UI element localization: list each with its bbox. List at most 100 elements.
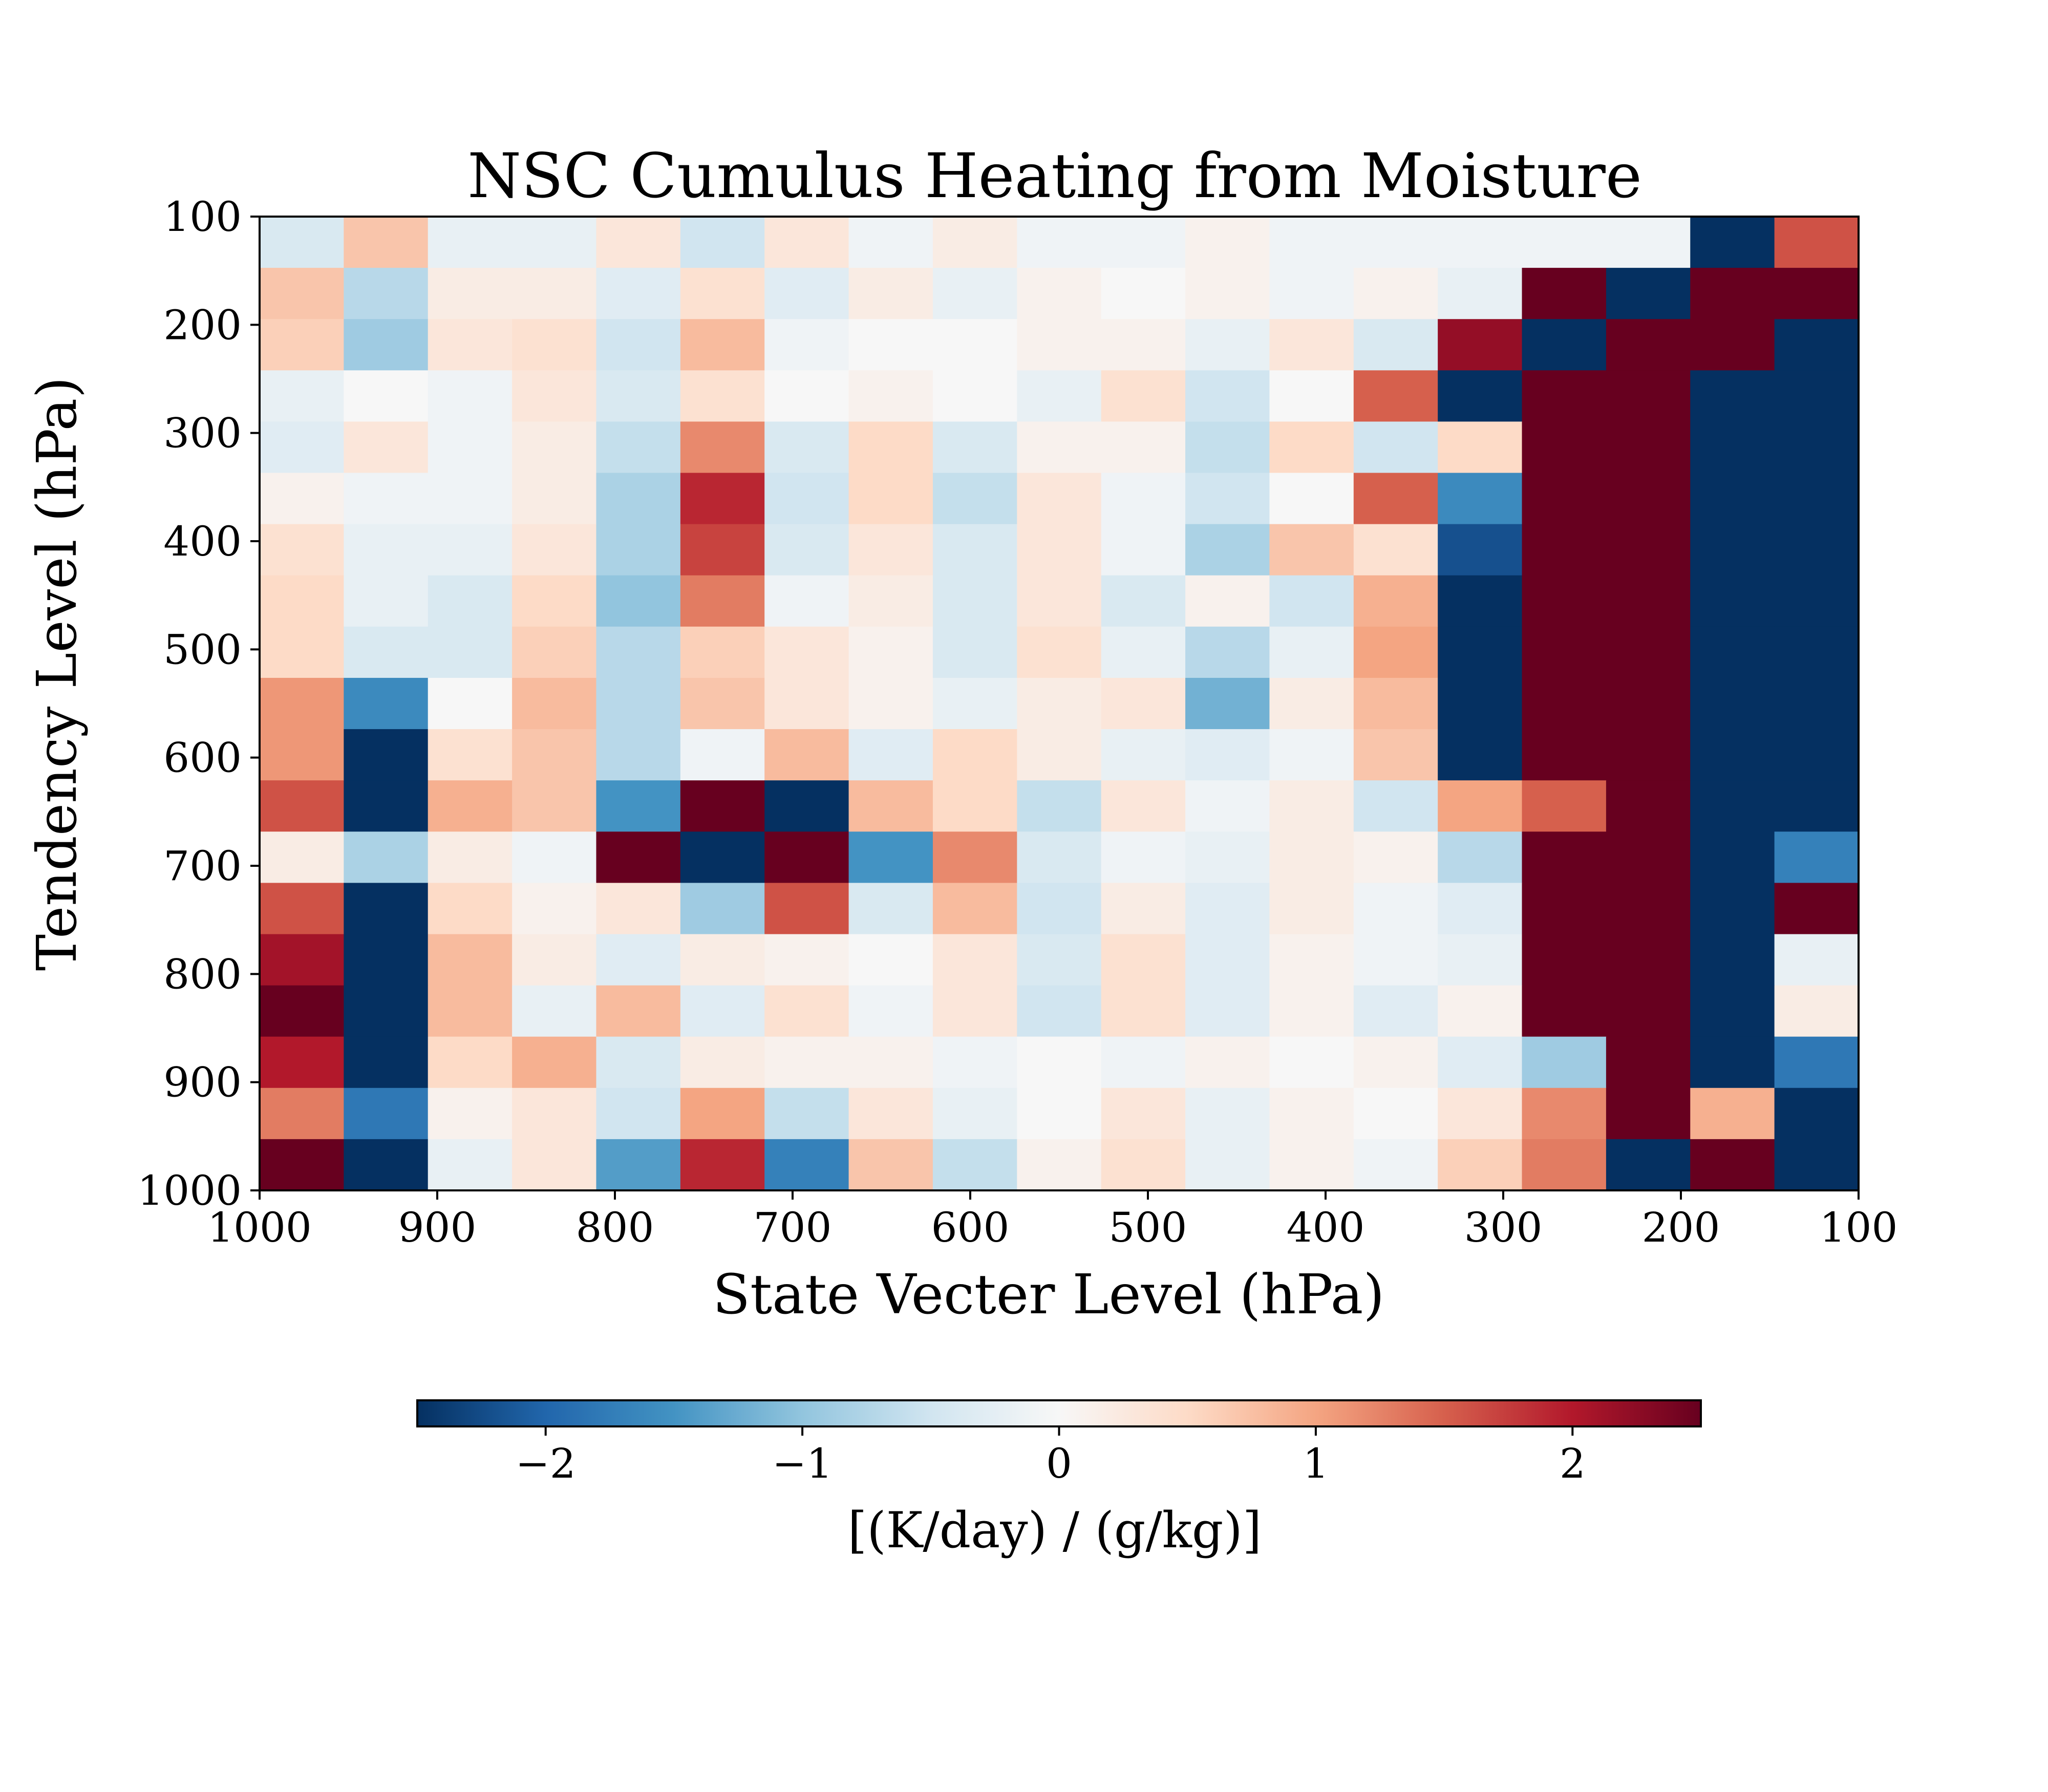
colorbar-tick-label: −1 bbox=[772, 1440, 833, 1487]
heatmap-cell bbox=[1269, 319, 1354, 371]
heatmap-cell bbox=[1774, 934, 1859, 986]
heatmap-cell bbox=[428, 1087, 513, 1140]
heatmap-cell bbox=[1606, 473, 1691, 525]
heatmap-cell bbox=[1353, 268, 1438, 320]
heatmap-cell bbox=[764, 370, 849, 422]
y-tick-label: 200 bbox=[163, 301, 242, 349]
colorbar-tick-label: 0 bbox=[1046, 1440, 1072, 1487]
heatmap-cell bbox=[848, 319, 933, 371]
heatmap-cell bbox=[1269, 421, 1354, 474]
heatmap-cell bbox=[1690, 217, 1775, 268]
heatmap-cell bbox=[1353, 524, 1438, 576]
heatmap-cell bbox=[764, 831, 849, 884]
heatmap-cell bbox=[1690, 1036, 1775, 1089]
heatmap-cell bbox=[1017, 1036, 1102, 1089]
heatmap-cell bbox=[764, 575, 849, 627]
heatmap-cell bbox=[1606, 524, 1691, 576]
heatmap-cell bbox=[764, 421, 849, 474]
heatmap-cell bbox=[1690, 831, 1775, 884]
heatmap-cell bbox=[1185, 268, 1270, 320]
heatmap-cell bbox=[1185, 626, 1270, 678]
heatmap-cell bbox=[1774, 473, 1859, 525]
heatmap-cell bbox=[596, 677, 681, 730]
heatmap-cell bbox=[1101, 524, 1186, 576]
heatmap-cell bbox=[932, 883, 1018, 935]
heatmap-cell bbox=[1269, 1036, 1354, 1089]
heatmap-cell bbox=[344, 421, 429, 474]
x-tick-label: 900 bbox=[398, 1204, 477, 1251]
heatmap-cell bbox=[1185, 883, 1270, 935]
x-tick-label: 500 bbox=[1109, 1204, 1187, 1251]
heatmap-cell bbox=[428, 370, 513, 422]
heatmap-cell bbox=[1017, 677, 1102, 730]
heatmap-cell bbox=[1017, 883, 1102, 935]
heatmap-cell bbox=[1353, 831, 1438, 884]
y-axis: 100 200 300 400 500 600 700 800 900 1000 bbox=[137, 193, 260, 1214]
heatmap-cell bbox=[1438, 268, 1523, 320]
heatmap-cell bbox=[344, 575, 429, 627]
heatmap-cell bbox=[1185, 217, 1270, 268]
heatmap-cell bbox=[932, 985, 1018, 1037]
y-tick-label: 400 bbox=[163, 518, 242, 565]
heatmap-cell bbox=[428, 626, 513, 678]
heatmap-cell bbox=[1185, 1036, 1270, 1089]
heatmap-cell bbox=[1690, 626, 1775, 678]
heatmap-cell bbox=[1774, 268, 1859, 320]
heatmap-cell bbox=[932, 268, 1018, 320]
colorbar-tick-label: 1 bbox=[1303, 1440, 1329, 1487]
heatmap-cell bbox=[260, 729, 345, 781]
heatmap-cell bbox=[932, 677, 1018, 730]
heatmap-cell bbox=[1185, 421, 1270, 474]
heatmap-cell bbox=[848, 575, 933, 627]
y-axis-label: Tendency Level (hPa) bbox=[26, 377, 89, 971]
heatmap-cell bbox=[1522, 1087, 1607, 1140]
heatmap-cell bbox=[1185, 575, 1270, 627]
heatmap-cell bbox=[1606, 677, 1691, 730]
heatmap-cell bbox=[596, 1087, 681, 1140]
heatmap-cell bbox=[1438, 934, 1523, 986]
heatmap-cell bbox=[1353, 421, 1438, 474]
heatmap-cell bbox=[680, 985, 765, 1037]
heatmap-cell bbox=[1690, 370, 1775, 422]
heatmap-cell bbox=[848, 1087, 933, 1140]
heatmap-cell bbox=[680, 883, 765, 935]
heatmap-cell bbox=[1185, 780, 1270, 833]
heatmap-cell bbox=[1522, 1139, 1607, 1191]
x-tick-label: 300 bbox=[1464, 1204, 1543, 1251]
x-tick-label: 1000 bbox=[207, 1204, 312, 1251]
heatmap-cell bbox=[1353, 370, 1438, 422]
heatmap-cell bbox=[512, 524, 597, 576]
colorbar-label: [(K/day) / (g/kg)] bbox=[848, 1502, 1262, 1559]
heatmap-cell bbox=[512, 780, 597, 833]
heatmap-cell bbox=[1438, 729, 1523, 781]
heatmap-cell bbox=[344, 780, 429, 833]
heatmap-cell bbox=[596, 575, 681, 627]
heatmap-cell bbox=[1269, 883, 1354, 935]
heatmap-cell bbox=[1522, 370, 1607, 422]
heatmap-cell bbox=[1690, 473, 1775, 525]
heatmap-cell bbox=[1353, 217, 1438, 268]
heatmap-cell bbox=[344, 626, 429, 678]
heatmap-cell bbox=[1774, 985, 1859, 1037]
heatmap-cell bbox=[512, 729, 597, 781]
heatmap-cell bbox=[764, 268, 849, 320]
heatmap-cell bbox=[1438, 421, 1523, 474]
heatmap-cell bbox=[680, 677, 765, 730]
heatmap-cell bbox=[1522, 626, 1607, 678]
heatmap-cell bbox=[932, 1087, 1018, 1140]
heatmap-cell bbox=[1017, 524, 1102, 576]
heatmap-cell bbox=[260, 985, 345, 1037]
heatmap-cells bbox=[260, 217, 1859, 1191]
heatmap-cell bbox=[428, 473, 513, 525]
y-tick-label: 600 bbox=[163, 734, 242, 782]
heatmap-cell bbox=[932, 319, 1018, 371]
heatmap-cell bbox=[344, 524, 429, 576]
heatmap-cell bbox=[260, 473, 345, 525]
heatmap-cell bbox=[932, 575, 1018, 627]
heatmap-cell bbox=[1101, 268, 1186, 320]
heatmap-cell bbox=[1606, 831, 1691, 884]
heatmap-cell bbox=[512, 677, 597, 730]
heatmap-cell bbox=[1774, 575, 1859, 627]
heatmap-cell bbox=[260, 1087, 345, 1140]
heatmap-cell bbox=[344, 268, 429, 320]
